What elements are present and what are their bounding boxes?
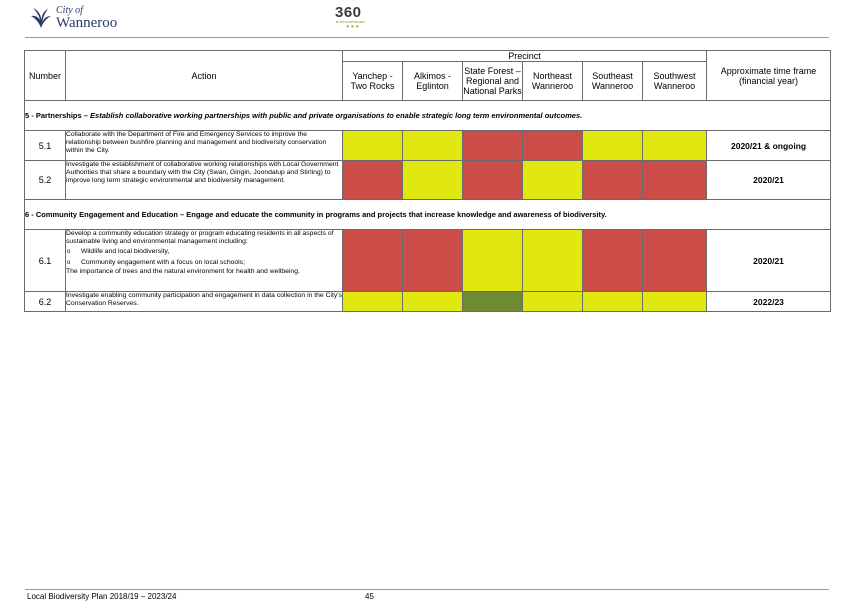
rating-cell: [402, 130, 463, 161]
header-precinct-state-forest: State Forest – Regional and National Par…: [462, 61, 523, 101]
rating-cell: [462, 291, 523, 312]
row-timeframe: 2022/23: [706, 291, 832, 312]
rating-cell: [582, 291, 643, 312]
logo-city-of-text: City of: [56, 5, 83, 16]
bullet-icon: o: [67, 259, 71, 266]
page-number: 45: [365, 592, 374, 601]
rating-cell: [522, 160, 583, 200]
row-number: 5.2: [24, 160, 66, 200]
table-row: 5.2 Investigate the establishment of col…: [24, 160, 832, 200]
logo-wanneroo-text: Wanneroo: [56, 15, 118, 31]
header-action: Action: [65, 50, 343, 101]
header-precinct-alkimos: Alkimos - Eglinton: [402, 61, 463, 101]
rating-cell: [342, 130, 403, 161]
header-rule: [25, 37, 829, 38]
footer-title: Local Biodiversity Plan 2018/19 – 2023/2…: [27, 592, 177, 601]
rating-cell: [402, 291, 463, 312]
header-precinct: Precinct: [341, 50, 708, 62]
row-number: 6.1: [24, 229, 66, 292]
header-precinct-southeast: Southeast Wanneroo: [582, 61, 643, 101]
logo-360-dots: ●●●: [346, 24, 360, 30]
rating-cell: [402, 229, 463, 292]
row-action: Investigate enabling community participa…: [65, 291, 343, 312]
rating-cell: [582, 229, 643, 292]
row-timeframe: 2020/21: [706, 160, 832, 200]
city-of-wanneroo-logo: City of Wanneroo: [30, 4, 130, 34]
rating-cell: [522, 130, 583, 161]
rating-cell: [522, 229, 583, 292]
rating-cell: [582, 130, 643, 161]
logo-360-text: 360: [335, 4, 362, 21]
360-environmental-logo-icon: 360 environmental ●●●: [335, 4, 379, 31]
rating-cell: [641, 291, 708, 312]
header-precinct-yanchep: Yanchep - Two Rocks: [342, 61, 403, 101]
rating-cell: [462, 130, 523, 161]
rating-cell: [641, 160, 708, 200]
rating-cell: [641, 130, 708, 161]
list-item-text: Wildlife and local biodiversity,: [81, 248, 170, 256]
table-row: 6.1 Develop a community education strate…: [24, 229, 832, 292]
section-heading-5: 5 - Partnerships – Establish collaborati…: [23, 100, 832, 131]
row-action: Investigate the establishment of collabo…: [65, 160, 343, 200]
header-precinct-northeast: Northeast Wanneroo: [522, 61, 583, 101]
row-action: Collaborate with the Department of Fire …: [65, 130, 343, 161]
list-item: o Community engagement with a focus on lo…: [66, 259, 342, 267]
row-action-outro: The importance of trees and the natural …: [66, 267, 300, 275]
table-row: 5.1 Collaborate with the Department of F…: [24, 130, 832, 161]
header-number: Number: [24, 50, 66, 101]
header-precinct-southwest: Southwest Wanneroo: [641, 61, 708, 101]
action-table: Number Action Precinct Approximate time …: [23, 50, 832, 312]
city-of-wanneroo-emblem-icon: [31, 8, 51, 28]
table-row: 6.2 Investigate enabling community parti…: [24, 291, 832, 312]
logo-360-subtitle: environmental: [336, 19, 366, 24]
section-5-objective: Establish collaborative working partners…: [90, 111, 583, 120]
rating-cell: [402, 160, 463, 200]
section-5-prefix: 5 - Partnerships –: [25, 111, 91, 120]
row-number: 5.1: [24, 130, 66, 161]
bullet-icon: o: [67, 249, 71, 256]
rating-cell: [342, 160, 403, 200]
section-heading-6: 6 - Community Engagement and Education –…: [23, 199, 832, 230]
row-number: 6.2: [24, 291, 66, 312]
rating-cell: [342, 229, 403, 292]
rating-cell: [641, 229, 708, 292]
list-item-text: Community engagement with a focus on loc…: [81, 258, 245, 266]
rating-cell: [582, 160, 643, 200]
rating-cell: [342, 291, 403, 312]
row-timeframe: 2020/21: [706, 229, 832, 292]
list-item: o Wildlife and local biodiversity,: [66, 248, 342, 256]
footer-rule: [25, 589, 829, 590]
rating-cell: [462, 229, 523, 292]
header-timeframe: Approximate time frame (financial year): [706, 50, 832, 101]
rating-cell: [522, 291, 583, 312]
rating-cell: [462, 160, 523, 200]
row-action: Develop a community education strategy o…: [65, 229, 343, 292]
row-action-intro: Develop a community education strategy o…: [66, 230, 334, 246]
row-timeframe: 2020/21 & ongoing: [706, 130, 832, 161]
